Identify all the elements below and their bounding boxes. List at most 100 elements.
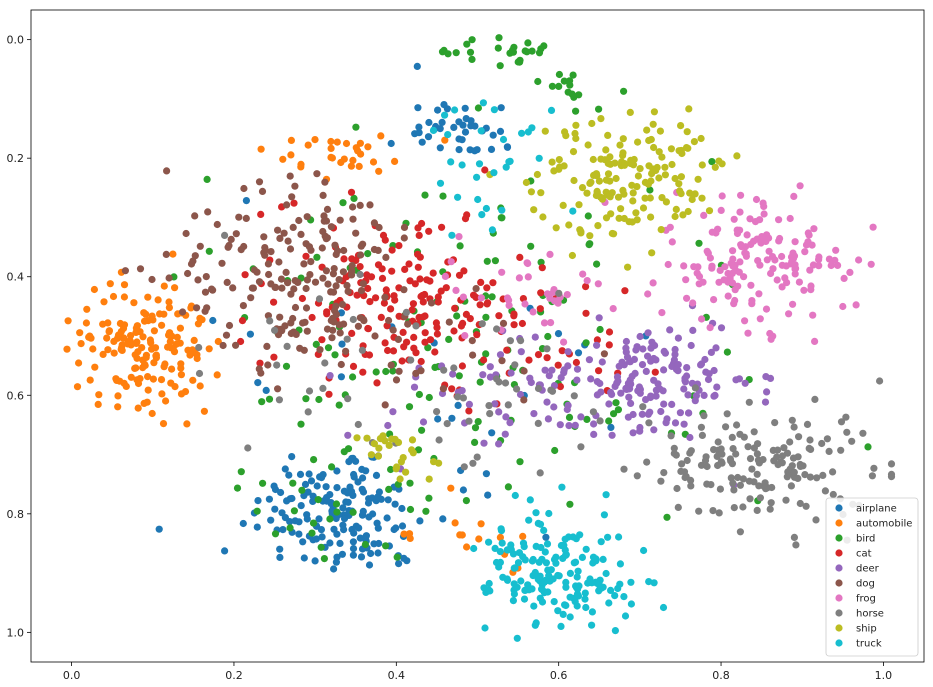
data-point-cat — [461, 215, 470, 223]
data-point-ship — [629, 197, 637, 205]
data-point-ship — [649, 120, 657, 128]
data-point-airplane — [307, 477, 316, 485]
data-point-cat — [582, 309, 590, 317]
data-point-frog — [718, 192, 726, 200]
data-point-ship — [597, 155, 605, 163]
data-point-dog — [194, 276, 202, 284]
data-point-dog — [520, 367, 528, 375]
data-point-ship — [604, 170, 613, 178]
data-point-truck — [558, 483, 566, 491]
data-point-horse — [870, 464, 878, 472]
data-point-dog — [247, 294, 255, 302]
data-point-deer — [564, 348, 572, 356]
data-point-dog — [284, 279, 292, 287]
data-point-cat — [558, 347, 566, 355]
data-point-cat — [458, 362, 466, 370]
data-point-horse — [485, 402, 493, 410]
data-point-truck — [538, 598, 547, 606]
data-point-horse — [709, 507, 717, 515]
data-point-horse — [412, 322, 420, 330]
data-point-horse — [674, 503, 682, 511]
data-point-automobile — [190, 336, 198, 344]
data-point-airplane — [359, 507, 367, 515]
data-point-truck — [561, 535, 569, 543]
data-point-dog — [439, 385, 447, 393]
data-point-dog — [340, 246, 348, 255]
data-point-ship — [584, 141, 592, 149]
data-point-bird — [308, 529, 316, 537]
data-point-truck — [569, 207, 577, 215]
data-point-horse — [678, 460, 686, 468]
data-point-bird — [596, 325, 604, 334]
data-point-truck — [557, 622, 565, 631]
data-point-cat — [510, 310, 518, 318]
data-point-ship — [661, 171, 670, 179]
data-point-bird — [575, 91, 583, 99]
data-point-automobile — [165, 298, 173, 306]
data-point-truck — [498, 206, 506, 214]
data-point-truck — [532, 509, 540, 517]
data-point-bird — [415, 390, 423, 399]
data-point-horse — [266, 317, 274, 325]
data-point-airplane — [357, 553, 366, 561]
data-point-truck — [531, 621, 539, 629]
data-point-airplane — [434, 106, 442, 114]
data-point-horse — [718, 459, 726, 467]
data-point-automobile — [198, 316, 206, 324]
data-point-automobile — [142, 310, 150, 318]
data-point-deer — [480, 439, 488, 447]
data-point-automobile — [148, 409, 156, 418]
data-point-ship — [685, 105, 693, 113]
data-point-truck — [454, 193, 462, 201]
data-point-horse — [349, 315, 357, 324]
data-point-truck — [607, 586, 615, 595]
data-point-dog — [343, 281, 351, 290]
data-point-deer — [735, 375, 744, 383]
data-point-horse — [687, 447, 695, 455]
data-point-ship — [616, 141, 624, 149]
data-point-cat — [323, 308, 331, 316]
data-point-truck — [451, 106, 459, 114]
data-point-truck — [552, 559, 560, 567]
data-point-automobile — [375, 167, 383, 175]
y-tick-label: 0.2 — [7, 152, 25, 165]
data-point-bird — [494, 44, 502, 52]
data-point-truck — [509, 597, 517, 605]
series-frog — [441, 182, 877, 346]
data-point-airplane — [333, 467, 341, 475]
data-point-automobile — [176, 324, 184, 332]
data-point-ship — [626, 159, 635, 168]
data-point-ship — [572, 121, 580, 129]
data-point-truck — [596, 581, 604, 590]
data-point-horse — [244, 444, 252, 452]
data-point-bird — [405, 403, 414, 411]
data-point-airplane — [462, 115, 470, 123]
data-point-dog — [201, 288, 210, 296]
data-point-dog — [313, 170, 321, 178]
data-point-frog — [767, 335, 775, 343]
data-point-horse — [358, 346, 366, 354]
data-point-deer — [636, 389, 644, 397]
data-point-horse — [723, 410, 731, 418]
data-point-deer — [507, 369, 515, 377]
data-point-frog — [441, 272, 449, 280]
data-point-horse — [729, 445, 737, 453]
data-point-horse — [753, 506, 761, 514]
data-point-truck — [514, 559, 523, 567]
data-point-deer — [531, 333, 539, 341]
data-point-dog — [280, 229, 288, 237]
legend-label-dog: dog — [856, 579, 875, 590]
data-point-cat — [390, 292, 398, 300]
data-point-bird — [382, 542, 390, 550]
data-point-truck — [473, 173, 481, 181]
data-point-dog — [366, 201, 374, 209]
data-point-airplane — [276, 553, 284, 562]
data-point-dog — [387, 361, 395, 369]
data-point-deer — [544, 415, 553, 423]
data-point-deer — [652, 392, 660, 400]
data-point-horse — [506, 337, 514, 345]
data-point-truck — [659, 603, 668, 612]
data-point-dog — [375, 223, 383, 232]
data-point-airplane — [383, 514, 391, 522]
